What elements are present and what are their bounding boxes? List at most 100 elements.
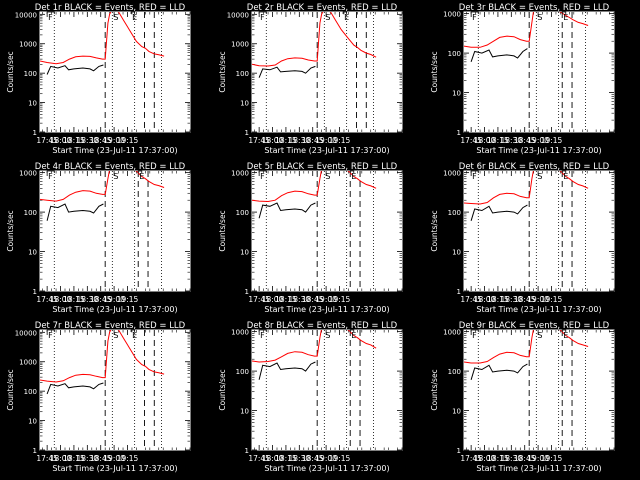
marker-letter: E	[139, 172, 144, 181]
marker-letter: E	[344, 13, 349, 22]
detector-panel-5: Det 5r BLACK = Events, RED = LLD 1 10 100 10…	[218, 162, 403, 314]
marker-letter: F	[48, 172, 53, 181]
panel-title: Det 2r BLACK = Events, RED = LLD	[247, 3, 398, 13]
panel-title: Det 5r BLACK = Events, RED = LLD	[247, 162, 398, 172]
marker-e: E	[561, 329, 568, 340]
y-tick-label: 10	[452, 90, 461, 98]
detector-panel-7: Det 7r BLACK = Events, RED = LLD 1 10 100 10…	[6, 321, 191, 473]
plot-area	[463, 11, 615, 133]
panel-title: Det 1r BLACK = Events, RED = LLD	[35, 3, 186, 13]
marker-letter: S	[113, 331, 118, 340]
plot-contents	[40, 171, 165, 291]
y-axis-label: Counts/sec	[6, 210, 15, 251]
plot-contents	[40, 330, 165, 450]
panel-title: Det 9r BLACK = Events, RED = LLD	[459, 321, 610, 331]
marker-s: S	[537, 172, 542, 181]
y-tick-label: 10000	[15, 11, 37, 19]
y-tick-label: 1000	[231, 41, 249, 49]
y-axis-label: Counts/sec	[6, 369, 15, 410]
marker-e: E	[561, 170, 568, 181]
x-tick-label: 18:15	[63, 295, 85, 304]
y-axis-label: Counts/sec	[430, 369, 439, 410]
marker-letter: F	[260, 13, 265, 22]
x-tick-label: 17:45	[36, 454, 58, 463]
marker-letter: F	[472, 13, 477, 22]
x-tick-label: 18:45	[302, 295, 324, 304]
x-tick-label: 18:15	[487, 136, 509, 145]
lld-series-line	[252, 330, 377, 363]
lld-series-line	[252, 12, 377, 67]
y-tick-label: 10	[452, 408, 461, 416]
marker-s: S	[325, 13, 330, 22]
y-tick-label: 100	[448, 368, 461, 376]
x-tick-label: 18:15	[275, 295, 297, 304]
marker-letter: F	[472, 331, 477, 340]
x-tick-label: 19:00	[315, 295, 337, 304]
y-tick-label: 100	[236, 368, 249, 376]
x-tick-label: 17:45	[248, 454, 270, 463]
x-tick-label: 18:00	[50, 136, 72, 145]
x-tick-label: 19:15	[541, 295, 563, 304]
marker-bracket	[46, 170, 55, 173]
y-tick-label: 1000	[231, 329, 249, 337]
x-tick-label: 19:00	[315, 136, 337, 145]
marker-s: S	[113, 13, 118, 22]
y-tick-label: 1	[457, 288, 461, 296]
y-tick-label: 10	[28, 418, 37, 426]
x-tick-label: 19:00	[527, 295, 549, 304]
panel-title: Det 4r BLACK = Events, RED = LLD	[35, 162, 186, 172]
marker-bracket	[561, 329, 567, 332]
plot-contents	[252, 171, 377, 291]
marker-f: F	[258, 170, 267, 181]
x-tick-label: 18:30	[289, 136, 311, 145]
y-tick-label: 10	[240, 100, 249, 108]
marker-bracket	[349, 329, 355, 332]
events-series-line	[258, 361, 316, 380]
x-tick-label: 18:45	[514, 295, 536, 304]
x-axis-label: Start Time (23-Jul-11 17:37:00)	[52, 146, 177, 155]
x-tick-label: 18:00	[50, 295, 72, 304]
y-tick-label: 100	[24, 388, 37, 396]
marker-bracket	[470, 170, 479, 173]
y-tick-label: 10	[452, 249, 461, 257]
x-tick-label: 18:15	[275, 136, 297, 145]
x-tick-label: 18:30	[77, 136, 99, 145]
plot-contents	[252, 12, 377, 132]
lld-series-line	[464, 12, 589, 48]
marker-bracket	[258, 11, 267, 14]
events-series-line	[258, 202, 316, 219]
x-tick-label: 17:45	[460, 136, 482, 145]
x-tick-label: 19:00	[527, 136, 549, 145]
x-tick-label: 17:45	[248, 136, 270, 145]
x-tick-label: 19:00	[103, 136, 125, 145]
marker-s: S	[113, 172, 118, 181]
x-tick-label: 18:45	[90, 454, 112, 463]
x-axis-label: Start Time (23-Jul-11 17:37:00)	[476, 146, 601, 155]
y-axis-label: Counts/sec	[218, 210, 227, 251]
y-tick-label: 1	[33, 129, 37, 137]
y-axis-label: Counts/sec	[218, 51, 227, 92]
y-tick-label: 10	[240, 249, 249, 257]
x-tick-label: 17:45	[460, 295, 482, 304]
x-tick-label: 19:15	[541, 136, 563, 145]
x-tick-label: 18:00	[50, 454, 72, 463]
detector-panel-4: Det 4r BLACK = Events, RED = LLD 1 10 100 10…	[6, 162, 191, 314]
y-tick-label: 1	[33, 447, 37, 455]
marker-bracket	[561, 11, 567, 14]
y-axis-label: Counts/sec	[218, 369, 227, 410]
lld-series-line	[464, 171, 589, 205]
x-tick-label: 17:45	[36, 136, 58, 145]
y-tick-label: 10	[28, 100, 37, 108]
marker-letter: E	[351, 331, 356, 340]
y-tick-label: 1000	[19, 170, 37, 178]
plot-area	[39, 170, 191, 292]
marker-e: E	[137, 170, 144, 181]
plot-area	[39, 329, 191, 451]
x-tick-label: 19:15	[329, 136, 351, 145]
x-tick-label: 18:00	[262, 136, 284, 145]
x-tick-label: 18:30	[289, 295, 311, 304]
lld-series-line	[40, 171, 165, 202]
marker-bracket	[561, 170, 567, 173]
marker-e: E	[349, 329, 356, 340]
